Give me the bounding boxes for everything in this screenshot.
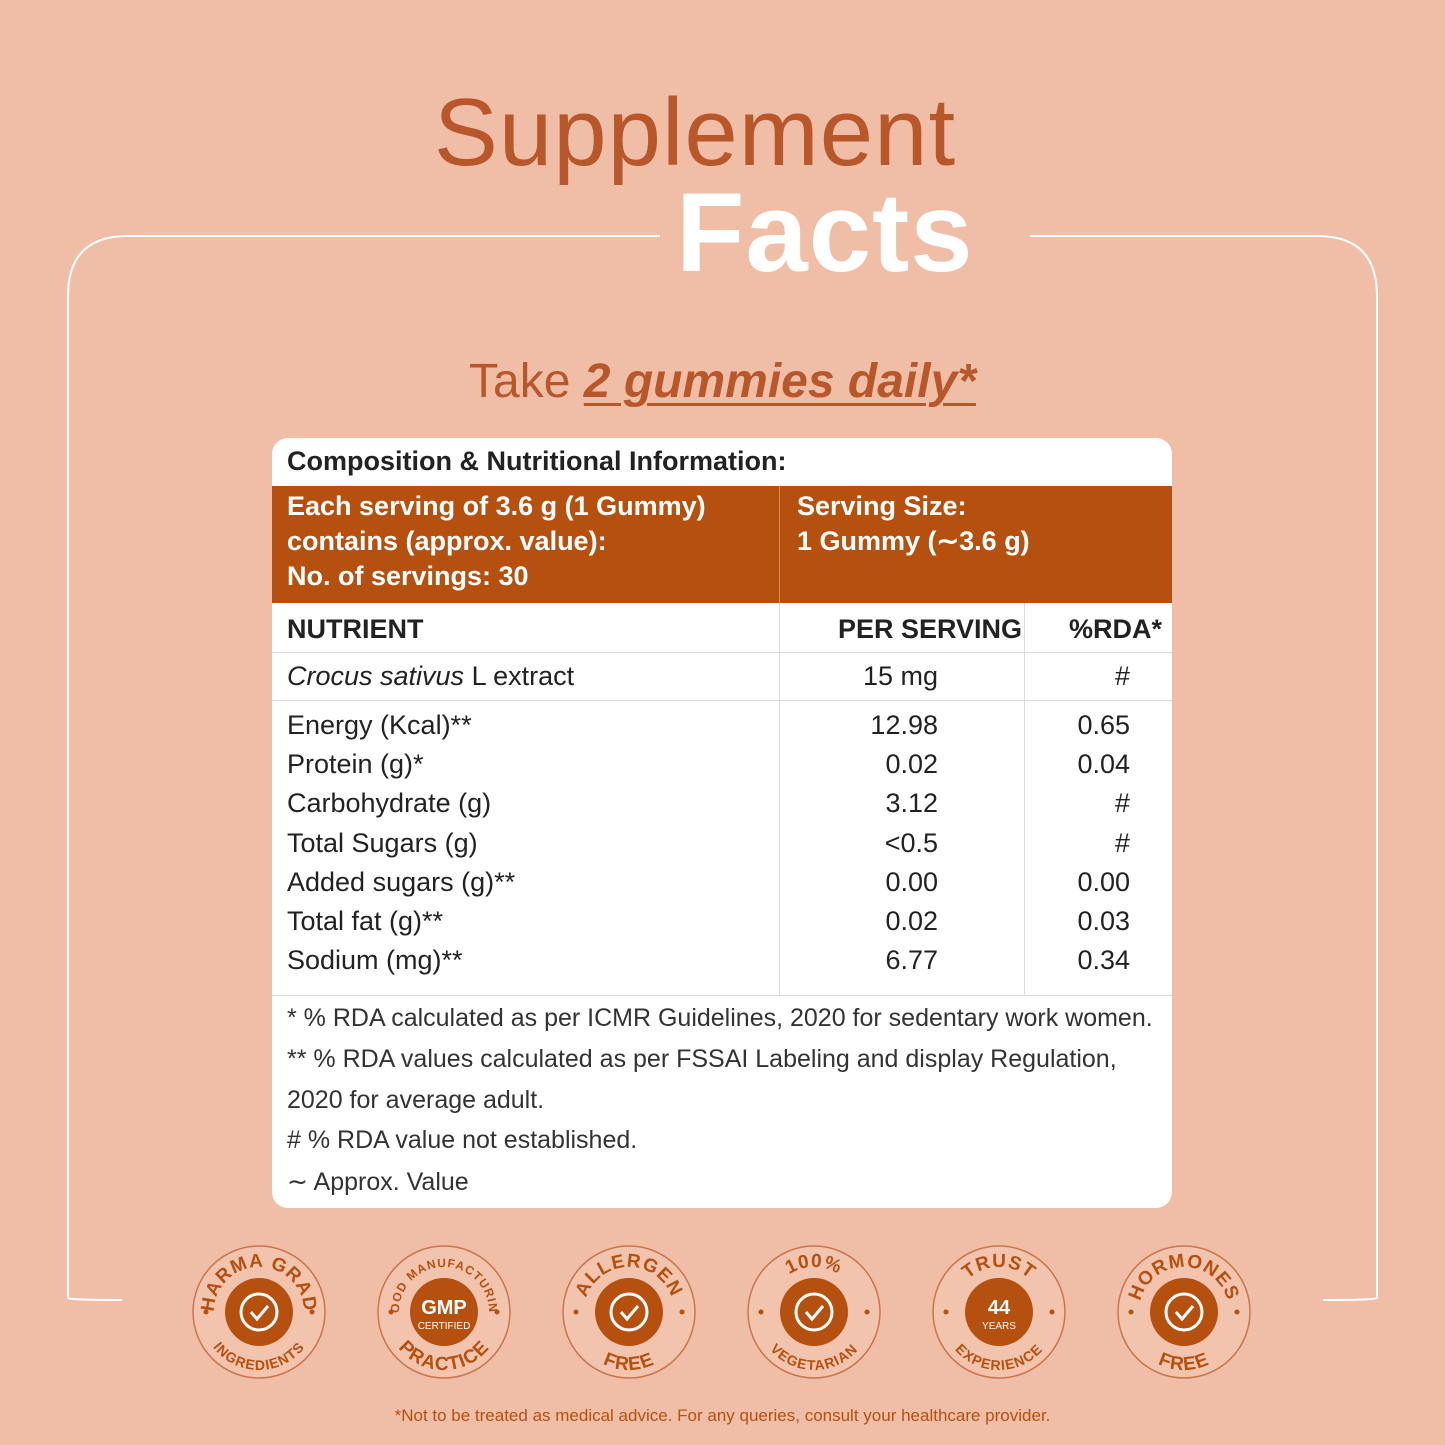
title-line1: Supplement (433, 79, 957, 186)
rda: 0.34 (1077, 945, 1130, 976)
per-serving: 0.00 (885, 866, 938, 897)
footnote: ∼ Approx. Value (287, 1168, 469, 1197)
serving-size-line: 1 Gummy (∼3.6 g) (797, 526, 1030, 556)
per-serving: 0.02 (885, 749, 938, 780)
badge-icon (1174, 1305, 1195, 1322)
badge-core (780, 1278, 848, 1346)
nutrient-name: Sodium (mg)** (287, 945, 463, 976)
serving-size-line: Serving Size: (797, 491, 967, 521)
badge: 100%VEGETARIAN (747, 1245, 881, 1379)
badge-icon (1164, 1292, 1204, 1332)
badge-core (410, 1278, 478, 1346)
row-divider (272, 652, 1172, 653)
badge-dot (864, 1309, 870, 1315)
nutrient-name: Protein (g)* (287, 749, 424, 780)
extract-name-rest: L extract (471, 661, 575, 691)
nutrition-table: Composition & Nutritional Information: E… (272, 438, 1172, 1208)
badge-icon (619, 1305, 640, 1322)
badge-icon (609, 1292, 649, 1332)
badge-dot (1128, 1309, 1134, 1315)
table-title: Composition & Nutritional Information: (287, 446, 787, 476)
title-line2: Facts (676, 170, 974, 295)
column-divider (1024, 603, 1025, 995)
per-serving: 3.12 (885, 788, 938, 819)
badge-icon (794, 1292, 834, 1332)
footnote: # % RDA value not established. (287, 1126, 638, 1155)
badge-dot (573, 1309, 579, 1315)
badge-center-main: 44 (988, 1297, 1011, 1319)
per-serving: 0.02 (885, 906, 938, 936)
badge: PHARMA GRADEINGREDIENTS (0, 1230, 326, 1379)
extract-name-italic: Crocus sativus (287, 661, 465, 691)
serving-info-line: No. of servings: 30 (287, 561, 529, 591)
row-divider (272, 700, 1172, 701)
badge-icon (239, 1292, 279, 1332)
rda: 0.03 (1077, 906, 1130, 936)
badge-center-sub: YEARS (982, 1321, 1016, 1332)
footnote: 2020 for average adult. (287, 1085, 545, 1114)
rda: # (1114, 788, 1130, 819)
per-serving: 15 mg (862, 661, 938, 691)
badge-icon (249, 1305, 270, 1322)
badge-core (965, 1278, 1033, 1346)
serving-info-line: contains (approx. value): (287, 526, 607, 556)
per-serving: 12.98 (870, 710, 938, 740)
column-header: NUTRIENT (287, 614, 424, 644)
rda: 0.65 (1077, 710, 1130, 740)
dosage-prefix: Take (469, 355, 571, 408)
serving-size: Serving Size: 1 Gummy (∼3.6 g) (797, 489, 1030, 559)
serving-info: Each serving of 3.6 g (1 Gummy) contains … (287, 489, 706, 594)
nutrient-name: Total fat (g)** (287, 906, 444, 936)
per-serving: <0.5 (884, 827, 938, 858)
column-header: PER SERVING (838, 614, 1023, 644)
nutrient-name: Total Sugars (g) (287, 827, 478, 858)
badge-dot (309, 1309, 315, 1315)
column-divider (779, 603, 780, 995)
badge-dot (679, 1309, 685, 1315)
serving-header (272, 486, 1172, 603)
per-serving: 6.77 (885, 945, 938, 976)
extract-name: Crocus sativus L extract (287, 659, 574, 694)
nutrient-name: Added sugars (g)** (287, 866, 516, 897)
nutrient-name: Carbohydrate (g) (287, 788, 492, 819)
badge-dot (1234, 1309, 1240, 1315)
frame-corner (67, 1297, 1378, 1301)
nutrient-name: Energy (Kcal)** (287, 710, 472, 740)
badges: PHARMA GRADEINGREDIENTSGOOD MANUFACTURIN… (0, 1230, 1251, 1379)
badge-core (595, 1278, 663, 1346)
frame-border (67, 235, 1378, 1298)
badge-core (225, 1278, 293, 1346)
row-divider (272, 995, 1172, 996)
badge-center-sub: CERTIFIED (418, 1321, 471, 1332)
badge-dot (203, 1309, 209, 1315)
badge-dot (494, 1309, 500, 1315)
header-divider (779, 486, 780, 603)
badge-center-main: GMP (421, 1297, 467, 1319)
rda: # (1114, 661, 1130, 691)
serving-info-line: Each serving of 3.6 g (1 Gummy) (287, 491, 706, 521)
badge-dot (388, 1309, 394, 1315)
footnote: * % RDA calculated as per ICMR Guideline… (287, 1004, 1153, 1032)
column-header: %RDA* (1069, 614, 1163, 644)
badge-core (1150, 1278, 1218, 1346)
footnote: ** % RDA values calculated as per FSSAI … (287, 1044, 1117, 1073)
rda: 0.04 (1077, 749, 1130, 780)
badge-icon (804, 1305, 825, 1322)
rda: 0.00 (1077, 866, 1130, 897)
disclaimer: *Not to be treated as medical advice. Fo… (394, 1406, 1051, 1425)
dosage-emphasis: 2 gummies daily* (583, 355, 976, 408)
dosage: Take 2 gummies daily* (0, 354, 1445, 409)
badge-dot (943, 1309, 949, 1315)
rda: # (1114, 827, 1130, 858)
badge-dot (758, 1309, 764, 1315)
badge-dot (1049, 1309, 1055, 1315)
